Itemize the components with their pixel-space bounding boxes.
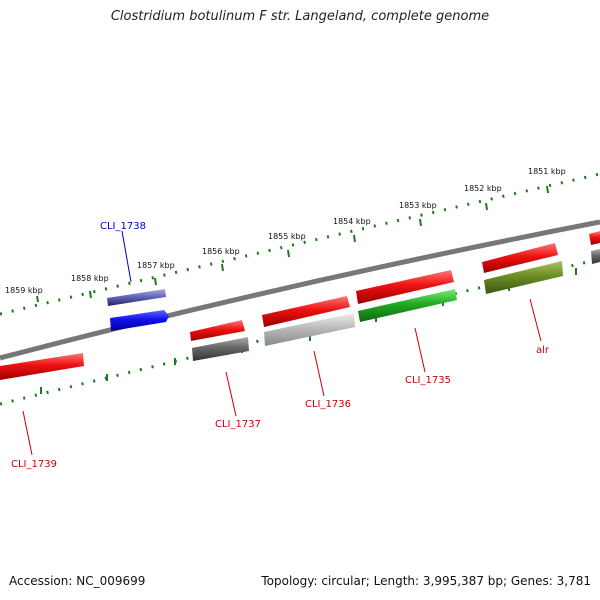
major-tick: [287, 249, 290, 258]
gene-labels: CLI_1738 CLI_1737 CLI_1736 CLI_1735 alr …: [11, 221, 550, 470]
scale-label-1851: 1851 kbp: [528, 167, 566, 176]
major-tick: [546, 185, 549, 194]
major-tick: [485, 202, 488, 211]
genome-backbone: [0, 219, 600, 361]
topology-text: Topology: circular; Length: 3,995,387 bp…: [261, 574, 591, 588]
gene-arrow-cli-1739-inner[interactable]: [0, 353, 84, 380]
gene-arrow-cli-1736-outer[interactable]: [262, 296, 350, 327]
major-tick: [353, 234, 356, 243]
major-tick: [89, 290, 92, 299]
gene-label-cli-1737[interactable]: CLI_1737: [215, 419, 261, 430]
gene-label-cli-1735[interactable]: CLI_1735: [405, 375, 451, 386]
major-tick: [419, 218, 422, 227]
connector-cli-1739: [22, 410, 33, 456]
label-connectors: [22, 230, 542, 456]
gene-arrow-edge-inner[interactable]: [591, 249, 600, 264]
gene-arrow-cli-1735-outer[interactable]: [356, 270, 454, 304]
gene-arrow-cli-1738-inner[interactable]: [110, 310, 169, 331]
scale-label-1858: 1858 kbp: [71, 274, 109, 283]
outer-scale-ticks: [0, 172, 600, 316]
scale-label-1857: 1857 kbp: [137, 261, 175, 270]
gene-label-alr[interactable]: alr: [536, 345, 550, 356]
map-title: Clostridium botulinum F str. Langeland, …: [110, 9, 490, 24]
connector-alr: [529, 298, 542, 342]
connector-cli-1736: [313, 350, 325, 397]
gene-arrow-alr-outer[interactable]: [482, 243, 558, 273]
gene-arrow-cli-1735-inner-a[interactable]: [358, 289, 457, 322]
gene-arrow-cli-1738-outer[interactable]: [107, 289, 166, 306]
scale-label-1856: 1856 kbp: [202, 247, 240, 256]
connector-cli-1738: [121, 230, 132, 283]
scale-label-1854: 1854 kbp: [333, 217, 371, 226]
gene-label-cli-1738[interactable]: CLI_1738: [100, 221, 146, 232]
gene-arrow-edge-outer[interactable]: [589, 231, 600, 245]
gene-label-cli-1736[interactable]: CLI_1736: [305, 399, 351, 410]
major-tick: [221, 263, 224, 272]
connector-cli-1735: [414, 327, 426, 373]
scale-label-1859: 1859 kbp: [5, 286, 43, 295]
gene-label-cli-1739[interactable]: CLI_1739: [11, 459, 57, 470]
major-tick: [154, 277, 157, 286]
scale-label-1855: 1855 kbp: [268, 232, 306, 241]
scale-labels: 1859 kbp 1858 kbp 1857 kbp 1856 kbp 1855…: [5, 167, 566, 295]
major-tick: [36, 295, 39, 303]
accession-text: Accession: NC_009699: [9, 574, 146, 588]
gene-features: [0, 231, 600, 380]
connector-cli-1737: [225, 371, 237, 417]
gene-arrow-cli-1736-inner[interactable]: [264, 313, 355, 346]
gene-arrow-alr-inner[interactable]: [484, 261, 563, 294]
scale-label-1852: 1852 kbp: [464, 184, 502, 193]
scale-label-1853: 1853 kbp: [399, 201, 437, 210]
gene-arrow-cli-1737-inner[interactable]: [192, 337, 249, 361]
gene-arrow-cli-1737-outer[interactable]: [190, 320, 245, 341]
